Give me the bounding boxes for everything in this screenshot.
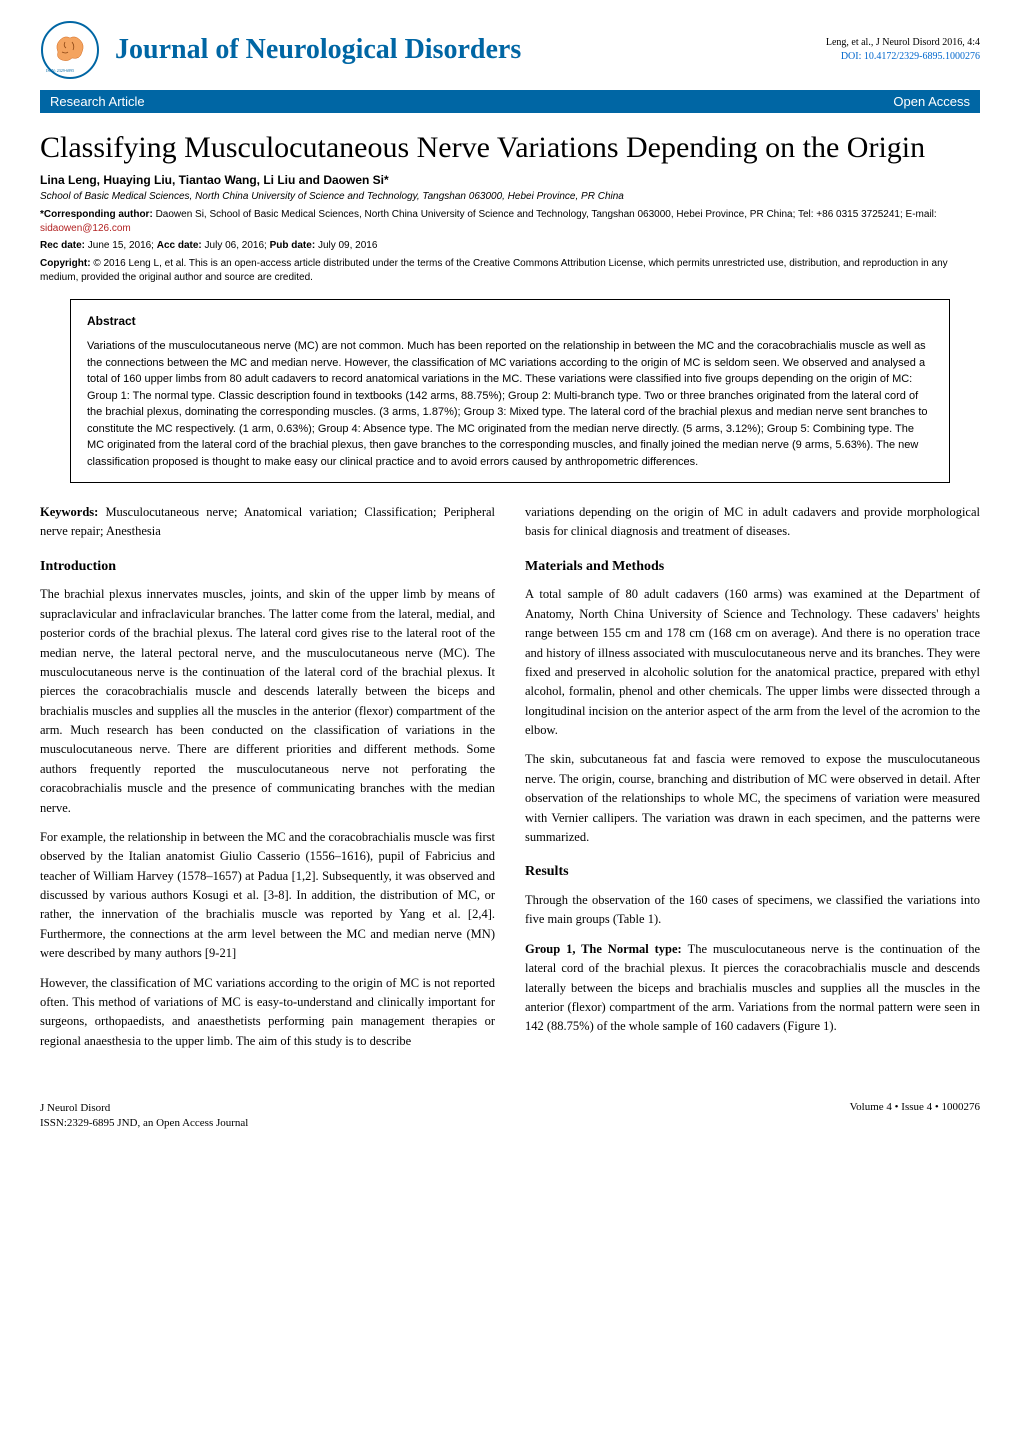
article-type-bar: Research Article Open Access (40, 90, 980, 113)
group1-paragraph: Group 1, The Normal type: The musculocut… (525, 940, 980, 1037)
footer-right: Volume 4 • Issue 4 • 1000276 (850, 1101, 980, 1132)
corresponding-text: Daowen Si, School of Basic Medical Scien… (156, 209, 937, 220)
abstract-body: Variations of the musculocutaneous nerve… (87, 338, 933, 470)
footer-journal-abbrev: J Neurol Disord (40, 1101, 248, 1116)
acc-date: July 06, 2016; (205, 240, 270, 251)
copyright-line: Copyright: © 2016 Leng L, et al. This is… (40, 257, 980, 285)
citation-text: Leng, et al., J Neurol Disord 2016, 4:4 (826, 36, 980, 50)
body-columns: Keywords: Musculocutaneous nerve; Anatom… (40, 503, 980, 1061)
corresponding-email[interactable]: sidaowen@126.com (40, 223, 131, 234)
results-p1: Through the observation of the 160 cases… (525, 891, 980, 930)
right-column: variations depending on the origin of MC… (525, 503, 980, 1061)
right-top-p: variations depending on the origin of MC… (525, 503, 980, 542)
article-type-label: Research Article (50, 94, 145, 109)
article-title: Classifying Musculocutaneous Nerve Varia… (40, 131, 980, 165)
mm-p1: A total sample of 80 adult cadavers (160… (525, 585, 980, 740)
corresponding-author: *Corresponding author: Daowen Si, School… (40, 208, 980, 236)
footer-left: J Neurol Disord ISSN:2329-6895 JND, an O… (40, 1101, 248, 1132)
mm-p2: The skin, subcutaneous fat and fascia we… (525, 750, 980, 847)
dates-line: Rec date: June 15, 2016; Acc date: July … (40, 240, 980, 251)
materials-methods-heading: Materials and Methods (525, 556, 980, 578)
rec-date-label: Rec date: (40, 240, 88, 251)
intro-p2: For example, the relationship in between… (40, 828, 495, 964)
results-heading: Results (525, 861, 980, 883)
abstract-box: Abstract Variations of the musculocutane… (70, 299, 950, 483)
rec-date: June 15, 2016; (88, 240, 157, 251)
affiliation: School of Basic Medical Sciences, North … (40, 191, 980, 202)
corresponding-label: *Corresponding author: (40, 209, 156, 220)
svg-text:ISSN: 2329-6895: ISSN: 2329-6895 (46, 68, 74, 73)
acc-date-label: Acc date: (157, 240, 205, 251)
abstract-heading: Abstract (87, 312, 933, 330)
keywords-line: Keywords: Musculocutaneous nerve; Anatom… (40, 503, 495, 542)
authors-line: Lina Leng, Huaying Liu, Tiantao Wang, Li… (40, 173, 980, 187)
group1-label: Group 1, The Normal type: (525, 942, 688, 956)
pub-date-label: Pub date: (270, 240, 318, 251)
citation-block: Leng, et al., J Neurol Disord 2016, 4:4 … (826, 36, 980, 64)
left-column: Keywords: Musculocutaneous nerve; Anatom… (40, 503, 495, 1061)
journal-name: Journal of Neurological Disorders (115, 34, 521, 66)
doi-link[interactable]: DOI: 10.4172/2329-6895.1000276 (826, 50, 980, 64)
logo-title-block: ISSN: 2329-6895 Journal of Neurological … (40, 20, 521, 80)
introduction-heading: Introduction (40, 556, 495, 578)
copyright-label: Copyright: (40, 258, 93, 269)
keywords-text: Musculocutaneous nerve; Anatomical varia… (40, 505, 495, 538)
brain-logo-icon: ISSN: 2329-6895 (40, 20, 100, 80)
copyright-text: © 2016 Leng L, et al. This is an open-ac… (40, 258, 948, 283)
keywords-label: Keywords: (40, 505, 105, 519)
open-access-label: Open Access (893, 94, 970, 109)
page-header: ISSN: 2329-6895 Journal of Neurological … (40, 0, 980, 90)
page-footer: J Neurol Disord ISSN:2329-6895 JND, an O… (40, 1101, 980, 1132)
intro-p1: The brachial plexus innervates muscles, … (40, 585, 495, 818)
footer-issn: ISSN:2329-6895 JND, an Open Access Journ… (40, 1116, 248, 1131)
pub-date: July 09, 2016 (318, 240, 378, 251)
intro-p3: However, the classification of MC variat… (40, 974, 495, 1052)
